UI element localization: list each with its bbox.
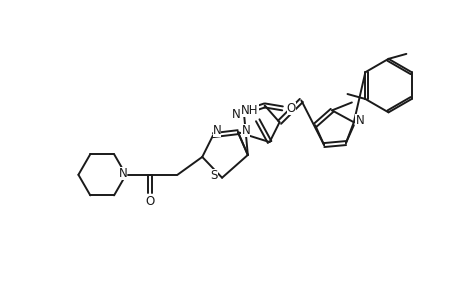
Text: O: O: [145, 195, 154, 208]
Text: N: N: [212, 124, 221, 137]
Text: N: N: [231, 108, 240, 121]
Text: O: O: [286, 102, 296, 115]
Text: N: N: [355, 114, 364, 127]
Text: S: S: [210, 169, 218, 182]
Text: N: N: [118, 167, 127, 180]
Text: N: N: [241, 124, 250, 137]
Text: NH: NH: [241, 104, 258, 117]
